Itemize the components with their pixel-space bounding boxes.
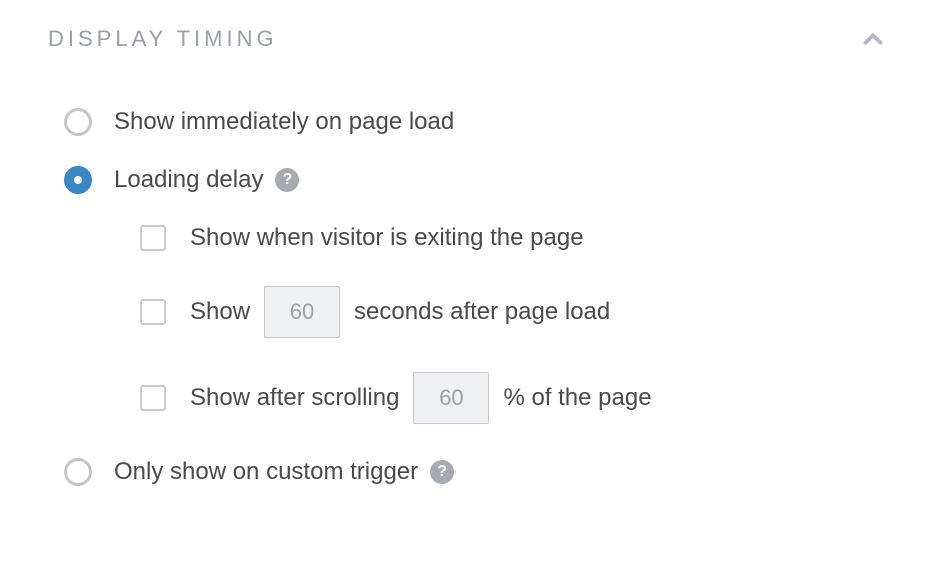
sub-seconds-after-load[interactable]: Show seconds after page load	[140, 286, 888, 338]
radio-custom-trigger[interactable]	[64, 458, 92, 486]
checkbox-seconds-after-load[interactable]	[140, 299, 166, 325]
option-custom-trigger-label: Only show on custom trigger	[114, 458, 418, 486]
help-icon[interactable]: ?	[430, 460, 454, 484]
sub-seconds-prefix: Show	[190, 298, 250, 326]
help-icon[interactable]: ?	[275, 168, 299, 192]
display-timing-panel: DISPLAY TIMING Show immediately on page …	[0, 0, 936, 510]
scroll-percent-input[interactable]	[413, 372, 489, 424]
sub-scroll-suffix: % of the page	[503, 384, 651, 412]
option-loading-delay-label: Loading delay	[114, 166, 263, 194]
section-header[interactable]: DISPLAY TIMING	[48, 24, 888, 54]
option-loading-delay[interactable]: Loading delay ?	[48, 166, 888, 194]
sub-scroll-percent[interactable]: Show after scrolling % of the page	[140, 372, 888, 424]
chevron-up-icon[interactable]	[858, 24, 888, 54]
loading-delay-suboptions: Show when visitor is exiting the page Sh…	[48, 224, 888, 424]
option-immediate[interactable]: Show immediately on page load	[48, 108, 888, 136]
option-custom-trigger[interactable]: Only show on custom trigger ?	[48, 458, 888, 486]
sub-scroll-prefix: Show after scrolling	[190, 384, 399, 412]
section-title: DISPLAY TIMING	[48, 26, 278, 52]
radio-immediate[interactable]	[64, 108, 92, 136]
seconds-input[interactable]	[264, 286, 340, 338]
checkbox-scroll-percent[interactable]	[140, 385, 166, 411]
radio-loading-delay[interactable]	[64, 166, 92, 194]
sub-seconds-suffix: seconds after page load	[354, 298, 610, 326]
checkbox-exit-intent[interactable]	[140, 225, 166, 251]
sub-exit-intent-label: Show when visitor is exiting the page	[190, 224, 584, 252]
sub-exit-intent[interactable]: Show when visitor is exiting the page	[140, 224, 888, 252]
option-immediate-label: Show immediately on page load	[114, 108, 454, 136]
